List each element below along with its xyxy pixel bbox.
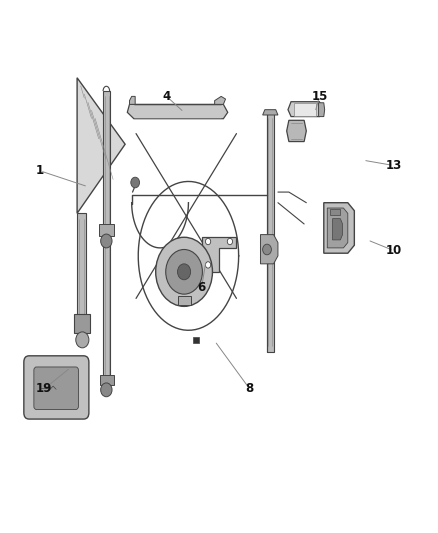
Circle shape	[205, 262, 211, 268]
Text: 4: 4	[162, 90, 171, 103]
Polygon shape	[193, 337, 199, 343]
Polygon shape	[318, 103, 325, 117]
Circle shape	[177, 264, 191, 280]
FancyBboxPatch shape	[24, 356, 89, 419]
Polygon shape	[201, 237, 237, 272]
Text: 8: 8	[245, 382, 254, 395]
Polygon shape	[74, 314, 90, 333]
Polygon shape	[330, 209, 340, 215]
Circle shape	[205, 238, 211, 245]
Polygon shape	[77, 213, 86, 330]
Polygon shape	[77, 78, 125, 213]
Polygon shape	[287, 120, 306, 142]
Text: 13: 13	[385, 159, 402, 172]
Polygon shape	[288, 102, 323, 117]
Circle shape	[155, 237, 212, 306]
Polygon shape	[327, 208, 348, 248]
Circle shape	[131, 177, 140, 188]
Polygon shape	[294, 103, 316, 116]
Text: 6: 6	[198, 281, 206, 294]
Polygon shape	[332, 219, 343, 240]
Polygon shape	[127, 104, 228, 119]
Text: 15: 15	[311, 90, 328, 103]
Text: 1: 1	[36, 164, 44, 177]
Polygon shape	[324, 203, 354, 253]
Polygon shape	[177, 296, 191, 305]
Polygon shape	[100, 375, 114, 384]
Circle shape	[166, 249, 202, 294]
Circle shape	[101, 383, 112, 397]
Polygon shape	[103, 91, 110, 383]
Circle shape	[101, 234, 112, 248]
Text: 10: 10	[385, 244, 402, 257]
Polygon shape	[99, 224, 114, 236]
Polygon shape	[130, 96, 135, 104]
Circle shape	[263, 244, 272, 255]
Circle shape	[76, 332, 89, 348]
FancyBboxPatch shape	[34, 367, 78, 409]
Circle shape	[227, 238, 233, 245]
Text: 19: 19	[36, 382, 53, 395]
Polygon shape	[261, 235, 278, 264]
Polygon shape	[215, 96, 226, 104]
Polygon shape	[263, 110, 278, 115]
Polygon shape	[267, 112, 274, 352]
